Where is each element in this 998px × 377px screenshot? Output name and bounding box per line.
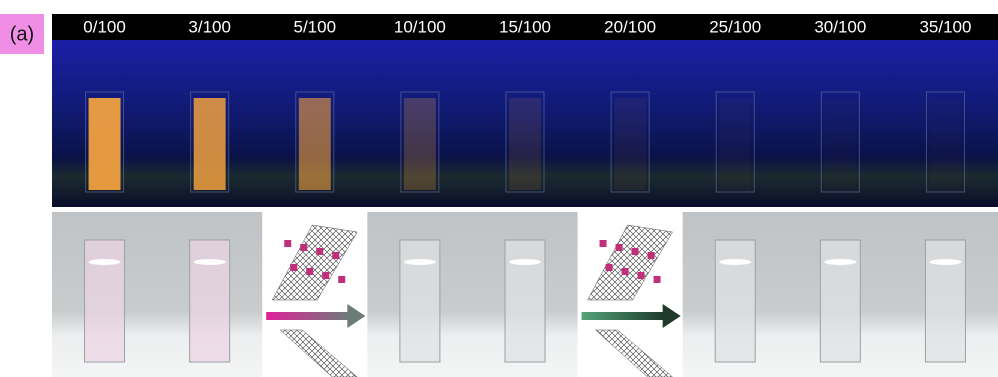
cuvette bbox=[400, 240, 440, 362]
molecule bbox=[322, 272, 329, 279]
meniscus bbox=[824, 259, 856, 265]
meniscus bbox=[404, 259, 436, 265]
molecule bbox=[632, 248, 639, 255]
ratio-label: 0/100 bbox=[83, 17, 126, 36]
fluorescence bbox=[194, 98, 226, 190]
cuvette bbox=[85, 240, 125, 362]
fluorescence bbox=[824, 98, 856, 190]
fluorescence bbox=[614, 98, 646, 190]
ratio-label: 30/100 bbox=[814, 17, 866, 36]
molecule bbox=[654, 276, 661, 283]
ratio-label: 25/100 bbox=[709, 17, 761, 36]
molecule bbox=[290, 264, 297, 271]
arrow-shaft bbox=[266, 312, 349, 320]
fluorescence bbox=[509, 98, 541, 190]
panel-label: (a) bbox=[10, 23, 34, 45]
cuvette bbox=[715, 240, 755, 362]
molecule bbox=[648, 252, 655, 259]
molecule bbox=[306, 268, 313, 275]
figure: (a) 0/100 3/100 5/100 10/100 15/100 20/100 25/… bbox=[0, 0, 998, 377]
meniscus bbox=[89, 259, 121, 265]
molecule bbox=[300, 244, 307, 251]
molecule bbox=[332, 252, 339, 259]
columns: 0/100 3/100 5/100 10/100 15/100 20/100 25/100 3… bbox=[52, 17, 998, 377]
fluorescence bbox=[404, 98, 436, 190]
fluorescence bbox=[929, 98, 961, 190]
ratio-label: 35/100 bbox=[919, 17, 971, 36]
meniscus bbox=[929, 259, 961, 265]
ratio-label: 10/100 bbox=[394, 17, 446, 36]
ratio-label: 15/100 bbox=[499, 17, 551, 36]
molecule bbox=[338, 276, 345, 283]
molecule bbox=[316, 248, 323, 255]
ratio-label: 20/100 bbox=[604, 17, 656, 36]
fluorescence bbox=[89, 98, 121, 190]
molecule bbox=[606, 264, 613, 271]
meniscus bbox=[194, 259, 226, 265]
molecule bbox=[616, 244, 623, 251]
molecule bbox=[638, 272, 645, 279]
cuvette bbox=[505, 240, 545, 362]
molecule bbox=[600, 240, 607, 247]
ratio-label: 3/100 bbox=[188, 17, 231, 36]
ratio-label: 5/100 bbox=[294, 17, 337, 36]
arrow-shaft bbox=[582, 312, 665, 320]
cuvette bbox=[820, 240, 860, 362]
fluorescence bbox=[719, 98, 751, 190]
cuvette bbox=[190, 240, 230, 362]
fluorescence bbox=[299, 98, 331, 190]
molecule bbox=[284, 240, 291, 247]
meniscus bbox=[509, 259, 541, 265]
molecule bbox=[622, 268, 629, 275]
cuvette bbox=[925, 240, 965, 362]
meniscus bbox=[719, 259, 751, 265]
